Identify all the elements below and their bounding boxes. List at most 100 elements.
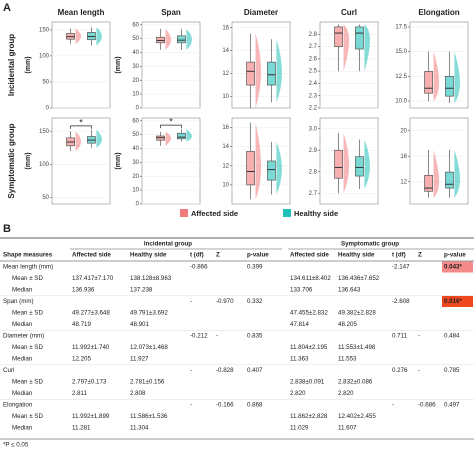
y-tick-label: 150 [39, 129, 50, 135]
table-cell: 0.332 [247, 298, 263, 305]
violin [186, 129, 192, 142]
column-header: Healthy side [130, 252, 167, 259]
legend-label: Healthy side [294, 209, 338, 218]
y-tick-label: 2.7 [309, 44, 318, 50]
table-cell: -0.828 [216, 367, 234, 374]
table-cell: 137.417±7.170 [72, 275, 114, 282]
column-header: t (df) [392, 252, 406, 259]
column-header: Z [418, 252, 422, 259]
violin [433, 51, 440, 102]
violin [433, 149, 440, 198]
violin [165, 28, 172, 50]
table-cell: -0.212 [190, 333, 208, 340]
y-tick-label: 150 [39, 27, 50, 33]
violin [75, 28, 82, 44]
y-tick-label: 50 [42, 195, 49, 201]
table-cell: 2.832±0.086 [338, 379, 373, 386]
table-cell: 11.804±2.195 [290, 344, 328, 351]
table-cell: 0.407 [247, 367, 263, 374]
sig-bracket [160, 124, 182, 129]
chart-title: Mean length [58, 8, 105, 17]
table-cell: 2.820 [338, 390, 354, 397]
box [246, 61, 255, 86]
table-cell: 2.781±0.156 [130, 379, 165, 386]
violin [343, 24, 350, 72]
y-tick-label: 14 [222, 144, 229, 150]
table-cell: 47.455±2.832 [290, 310, 328, 317]
column-header: Affected side [290, 252, 329, 259]
row-label: Median [12, 321, 33, 328]
row-label: Diameter (mm) [3, 333, 44, 340]
table-cell: - [190, 367, 192, 374]
box [177, 132, 186, 140]
table-cell: 48.901 [130, 321, 149, 328]
y-axis-label: (mm) [115, 152, 122, 169]
table-cell: 0.484 [444, 333, 460, 340]
table-cell: 11.553±1.498 [338, 344, 376, 351]
plot-frame [141, 21, 201, 109]
box [424, 71, 433, 94]
column-header: p-value [444, 252, 466, 259]
table-cell: 11.029 [290, 425, 309, 432]
y-tick-label: 20 [132, 78, 139, 84]
y-axis-label: (mm) [25, 152, 32, 169]
y-tick-label: 16 [400, 154, 407, 160]
y-tick-label: 40 [132, 146, 139, 152]
box [334, 149, 343, 179]
row-label: Curl [3, 367, 14, 374]
footnote: *P ≤ 0.05 [3, 442, 29, 449]
y-tick-label: 0 [136, 106, 140, 112]
y-tick-label: 2.6 [309, 56, 318, 62]
table-cell: 2.838±0.091 [290, 379, 325, 386]
column-header: Affected side [72, 252, 111, 259]
violin [96, 27, 102, 46]
y-tick-label: 10 [132, 188, 139, 194]
table-cell: 11.862±2.828 [290, 413, 328, 420]
violin [255, 122, 262, 200]
plot-frame [319, 117, 379, 205]
row-label: Mean ± SD [12, 310, 43, 317]
table-cell: 0.043* [444, 264, 462, 271]
plot-frame [409, 21, 469, 109]
violin [255, 33, 262, 108]
violin [454, 149, 460, 198]
table-cell: 0.835 [247, 333, 263, 340]
plot-frame [51, 117, 111, 205]
group-header: Symptomatic group [341, 241, 399, 248]
column-header: Shape measures [3, 252, 53, 259]
table-cell: 49.382±2.828 [338, 310, 376, 317]
y-tick-label: 2.5 [309, 69, 318, 75]
table-cell: 11.304 [130, 425, 149, 432]
y-axis-label: (mm) [115, 56, 122, 73]
violin [186, 28, 192, 50]
y-tick-label: 50 [132, 36, 139, 42]
table-cell: 0.497 [444, 402, 460, 409]
table-cell: 136.936 [72, 287, 95, 294]
table-cell: - [418, 333, 420, 340]
box [246, 151, 255, 186]
box [334, 26, 343, 47]
y-tick-label: 2.2 [309, 106, 318, 112]
table-cell: 11.992±1.740 [72, 344, 110, 351]
table-cell: -0.970 [216, 298, 234, 305]
row-label: Median [12, 356, 33, 363]
table-cell: 136.436±7.652 [338, 275, 380, 282]
table-cell: 137.238 [130, 287, 153, 294]
y-tick-label: 2.9 [309, 148, 318, 154]
row-label: Span (mm) [3, 298, 34, 305]
y-tick-label: 50 [42, 80, 49, 86]
row-label: Mean ± SD [12, 413, 43, 420]
y-tick-label: 14 [222, 48, 229, 54]
row-label: Mean ± SD [12, 379, 43, 386]
table-cell: 12.205 [72, 356, 91, 363]
y-tick-label: 10 [222, 94, 229, 100]
violin [276, 141, 282, 195]
sig-bracket [70, 125, 92, 129]
violin [276, 39, 282, 103]
table-cell: 12.402±2.455 [338, 413, 376, 420]
column-header: t (df) [190, 252, 204, 259]
y-tick-label: 2.8 [309, 169, 318, 175]
table-cell: 48.719 [72, 321, 91, 328]
box [445, 171, 454, 189]
row-label: Median [12, 390, 33, 397]
